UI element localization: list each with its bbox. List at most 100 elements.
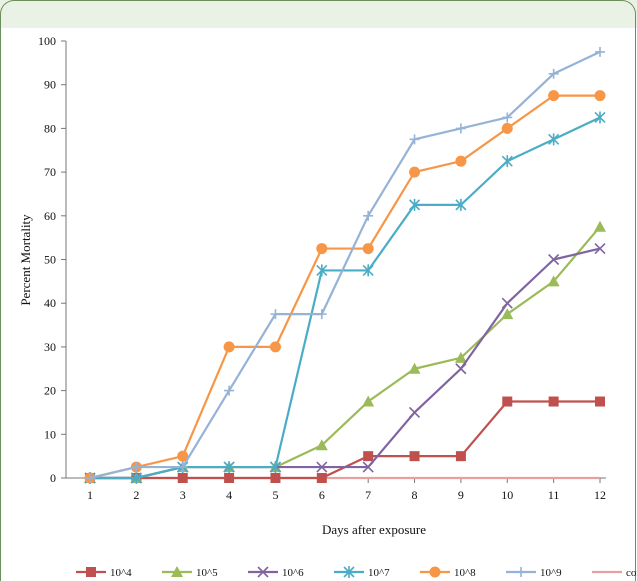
data-point (548, 396, 559, 407)
y-tick-label: 100 (38, 34, 56, 48)
data-point (363, 210, 374, 221)
data-point (316, 243, 328, 255)
data-point (408, 198, 421, 211)
legend-item: 10^5 (162, 566, 218, 579)
data-point (501, 122, 513, 134)
y-tick-label: 60 (44, 209, 56, 223)
data-point (502, 396, 513, 407)
data-point (316, 461, 328, 473)
series-line (90, 116, 601, 480)
data-point (502, 112, 513, 123)
data-point (85, 473, 95, 483)
series-line (90, 247, 601, 480)
legend-item: 10^9 (506, 567, 562, 579)
series-10-5 (84, 220, 606, 483)
x-tick-label: 7 (365, 488, 371, 502)
y-tick-label: 80 (44, 121, 56, 135)
data-point (548, 133, 560, 146)
y-tick-label: 70 (44, 165, 56, 179)
legend-item: control (592, 567, 637, 579)
data-point (223, 341, 235, 353)
data-point (362, 264, 374, 277)
y-axis-title: Percent Mortality (18, 214, 33, 306)
y-tick-label: 0 (50, 471, 56, 485)
data-point (362, 461, 374, 473)
data-point (547, 275, 560, 287)
data-point (177, 450, 189, 462)
data-point (177, 473, 188, 483)
data-point (269, 461, 282, 474)
series-10-9 (85, 46, 605, 483)
data-point (269, 341, 281, 353)
data-point (316, 264, 328, 277)
data-point (362, 395, 375, 407)
data-point (594, 90, 606, 102)
series-group (84, 46, 606, 484)
data-point (594, 111, 606, 124)
legend-marker (171, 566, 183, 577)
y-tick-label: 10 (44, 427, 56, 441)
legend-label: 10^4 (110, 567, 132, 579)
data-point (130, 472, 142, 484)
data-point (409, 134, 420, 145)
x-tick-label: 4 (226, 488, 232, 502)
legend-marker (516, 567, 526, 577)
legend-marker (257, 566, 269, 578)
data-point (409, 451, 420, 462)
data-point (594, 243, 606, 255)
data-point (177, 462, 188, 473)
y-tick-label: 90 (44, 78, 56, 92)
data-point (131, 462, 142, 473)
legend-label: 10^6 (282, 567, 304, 579)
data-point (501, 297, 513, 309)
y-tick-label: 20 (44, 384, 56, 398)
x-tick-label: 10 (501, 488, 513, 502)
data-point (455, 198, 467, 211)
data-point (455, 123, 466, 134)
data-point (548, 253, 560, 266)
series-10-7 (84, 111, 606, 484)
x-axis-title: Days after exposure (322, 522, 426, 537)
data-point (224, 385, 235, 396)
legend-label: control (626, 567, 637, 579)
data-point (501, 308, 514, 320)
data-point (595, 46, 605, 57)
legend-label: 10^9 (540, 567, 562, 579)
legend-item: 10^7 (334, 566, 390, 579)
legend-label: 10^8 (454, 567, 476, 579)
legend-item: 10^6 (248, 566, 304, 579)
legend: 10^4 10^5 10^6 10^7 10^8 10^9 control (76, 566, 637, 579)
legend-label: 10^7 (368, 567, 390, 579)
data-point (270, 473, 281, 483)
header-band (0, 0, 637, 28)
data-point (409, 166, 421, 178)
data-point (316, 473, 327, 483)
data-point (454, 351, 467, 363)
data-point (270, 309, 281, 320)
data-point (455, 155, 467, 167)
x-tick-label: 1 (87, 488, 93, 502)
legend-item: 10^8 (420, 566, 476, 579)
x-tick-label: 9 (458, 488, 464, 502)
legend-marker (429, 566, 441, 578)
series-line (89, 50, 601, 480)
data-point (363, 451, 374, 462)
data-point (408, 406, 421, 419)
data-point (548, 90, 560, 102)
legend-label: 10^5 (196, 567, 218, 579)
legend-marker (343, 566, 355, 578)
data-point (223, 461, 235, 474)
x-tick-label: 8 (412, 488, 418, 502)
data-point (501, 155, 513, 168)
y-tick-label: 50 (44, 253, 56, 267)
legend-item: 10^4 (76, 567, 132, 579)
x-tick-label: 6 (319, 488, 325, 502)
data-point (548, 68, 559, 79)
series-10-4 (85, 396, 605, 483)
data-point (362, 243, 374, 255)
data-point (408, 362, 421, 374)
data-point (224, 473, 235, 483)
